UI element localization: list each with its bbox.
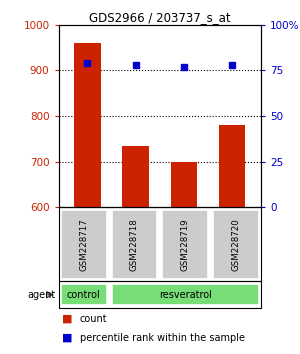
Text: count: count — [80, 314, 107, 324]
Text: GSM228719: GSM228719 — [181, 218, 190, 270]
Text: agent: agent — [27, 290, 56, 300]
Text: percentile rank within the sample: percentile rank within the sample — [80, 333, 244, 343]
Bar — [74, 43, 101, 207]
Bar — [219, 125, 245, 207]
Bar — [122, 145, 149, 207]
Title: GDS2966 / 203737_s_at: GDS2966 / 203737_s_at — [89, 11, 231, 24]
Text: GSM228718: GSM228718 — [130, 218, 139, 271]
Text: resveratrol: resveratrol — [159, 290, 212, 300]
Bar — [171, 161, 197, 207]
Text: ■: ■ — [61, 333, 72, 343]
Text: ■: ■ — [61, 314, 72, 324]
Text: GSM228717: GSM228717 — [79, 218, 88, 271]
Text: GSM228720: GSM228720 — [231, 218, 240, 271]
Text: control: control — [67, 290, 101, 300]
